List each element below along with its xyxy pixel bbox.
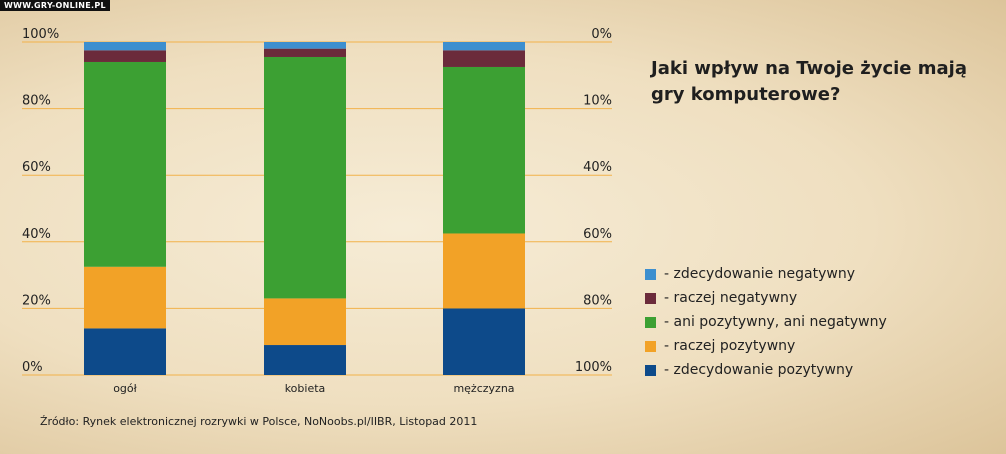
bar-segment xyxy=(264,42,346,49)
x-category-label: kobieta xyxy=(285,382,326,395)
y-tick-label-right: 80% xyxy=(583,293,612,308)
bar-segment xyxy=(443,233,525,309)
bar-segment xyxy=(443,42,525,51)
legend-label: - zdecydowanie pozytywny xyxy=(664,362,854,378)
legend-label: - ani pozytywny, ani negatywny xyxy=(664,314,887,330)
bar-segment xyxy=(264,298,346,346)
bar-segment xyxy=(443,66,525,234)
y-tick-label-left: 40% xyxy=(22,227,51,242)
legend-label: - raczej pozytywny xyxy=(664,338,796,354)
source-note: Źródło: Rynek elektronicznej rozrywki w … xyxy=(40,415,478,428)
bar-segment xyxy=(264,345,346,375)
y-tick-label-right: 0% xyxy=(591,27,612,42)
y-tick-label-left: 60% xyxy=(22,160,51,175)
legend-swatch xyxy=(645,316,656,328)
chart-legend: - zdecydowanie negatywny - raczej negatyw… xyxy=(645,262,887,382)
bar-segment xyxy=(443,308,525,375)
legend-item: - raczej negatywny xyxy=(645,286,887,310)
legend-swatch xyxy=(645,292,656,304)
legend-item: - ani pozytywny, ani negatywny xyxy=(645,310,887,334)
bar-segment xyxy=(84,328,166,375)
site-watermark: WWW.GRY-ONLINE.PL xyxy=(0,0,110,11)
bar-segment xyxy=(84,50,166,62)
y-tick-label-right: 40% xyxy=(583,160,612,175)
y-tick-label-left: 80% xyxy=(22,94,51,109)
legend-swatch xyxy=(645,340,656,352)
bar-segment xyxy=(264,48,346,57)
y-tick-label-left: 20% xyxy=(22,293,51,308)
x-category-label: ogół xyxy=(113,382,137,395)
bar-segment xyxy=(264,56,346,299)
y-tick-label-right: 60% xyxy=(583,227,612,242)
legend-item: - zdecydowanie negatywny xyxy=(645,262,887,286)
bar-segment xyxy=(443,50,525,67)
legend-label: - raczej negatywny xyxy=(664,290,798,306)
y-tick-label-right: 10% xyxy=(583,94,612,109)
chart-title: Jaki wpływ na Twoje życie mają gry kompu… xyxy=(651,58,967,105)
y-tick-label-left: 0% xyxy=(22,360,43,375)
legend-swatch xyxy=(645,364,656,376)
y-tick-label-right: 100% xyxy=(575,360,612,375)
legend-item: - raczej pozytywny xyxy=(645,334,887,358)
legend-swatch xyxy=(645,268,656,280)
bar-segment xyxy=(84,61,166,267)
bar-segment xyxy=(84,42,166,51)
legend-item: - zdecydowanie pozytywny xyxy=(645,358,887,382)
bar-segment xyxy=(84,266,166,329)
y-tick-label-left: 100% xyxy=(22,27,59,42)
legend-label: - zdecydowanie negatywny xyxy=(664,266,855,282)
x-category-label: mężczyzna xyxy=(453,382,514,395)
